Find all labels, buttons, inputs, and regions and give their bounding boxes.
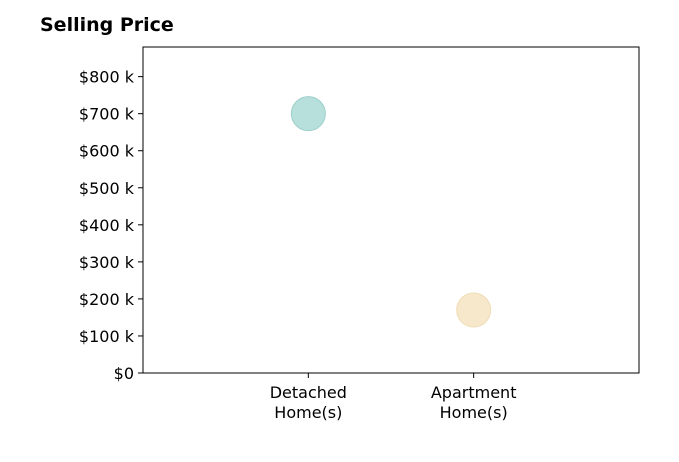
data-points: [290, 96, 492, 328]
y-tick-label: $500 k: [79, 179, 135, 198]
chart-title: Selling Price: [40, 14, 174, 36]
y-tick-label: $100 k: [79, 327, 135, 346]
x-tick-label: Detached Home(s): [270, 383, 347, 422]
x-tick-label: Apartment Home(s): [431, 383, 517, 422]
y-tick-label: $200 k: [79, 290, 135, 309]
y-tick-label: $0: [114, 364, 134, 383]
data-point: [456, 292, 492, 328]
y-axis: $0 $100 k $200 k $300 k $400 k $500 k $600 k $7…: [79, 68, 143, 383]
plot-frame: [142, 46, 640, 374]
x-axis: Detached Home(s) Apartment Home(s): [270, 373, 517, 422]
data-point: [290, 96, 326, 132]
y-tick-label: $700 k: [79, 105, 135, 124]
y-tick-label: $300 k: [79, 253, 135, 272]
y-tick-label: $800 k: [79, 68, 135, 87]
y-tick-label: $400 k: [79, 216, 135, 235]
y-tick-label: $600 k: [79, 142, 135, 161]
